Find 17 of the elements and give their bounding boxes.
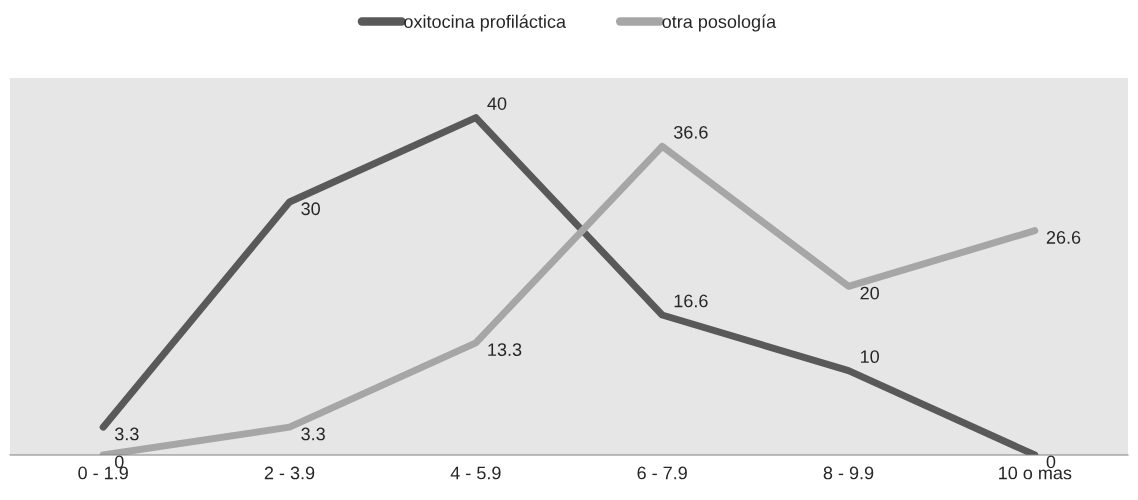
data-label: 16.6 [674, 294, 708, 308]
data-label: 20 [860, 286, 879, 300]
x-tick-label: 4 - 5.9 [450, 466, 501, 480]
data-label: 3.3 [301, 427, 325, 441]
legend-label: otra posología [662, 14, 777, 32]
x-tick-label: 8 - 9.9 [823, 466, 874, 480]
data-label: 0 [1046, 455, 1056, 469]
x-tick-label: 6 - 7.9 [637, 466, 687, 480]
data-label: 36.6 [673, 125, 708, 139]
data-label: 3.3 [114, 427, 139, 441]
legend-label: oxitocina profiláctica [404, 14, 566, 32]
data-label: 40 [487, 97, 507, 110]
data-label: 26.6 [1046, 231, 1081, 244]
data-label: 10 [860, 350, 879, 364]
data-label: 30 [301, 202, 320, 216]
data-label: 13.3 [488, 343, 522, 357]
x-tick-label: 2 - 3.9 [264, 466, 315, 480]
